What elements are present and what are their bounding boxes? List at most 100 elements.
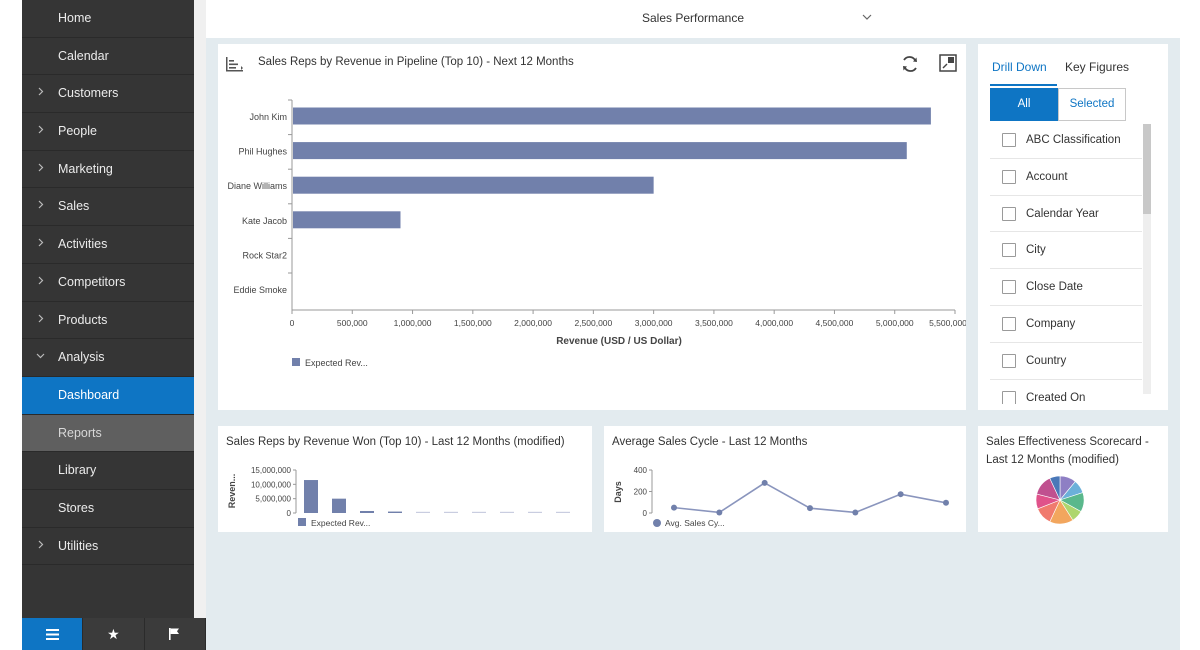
sidebar-item-analysis[interactable]: Analysis [22, 339, 194, 377]
sidebar-item-label: Sales [58, 199, 90, 214]
checkbox[interactable] [1002, 353, 1016, 368]
bar[interactable] [293, 211, 401, 229]
sidebar-nav: Home Calendar Customers People Marketing Sale… [22, 0, 194, 618]
chevron-right-icon [36, 151, 45, 188]
filter-row[interactable]: Company [990, 306, 1142, 343]
x-tick-label: 3,000,000 [635, 318, 673, 328]
tab-drill-down[interactable]: Drill Down [992, 60, 1047, 74]
checkbox[interactable] [1002, 390, 1016, 404]
data-point[interactable] [716, 509, 723, 516]
filter-label: Close Date [1026, 281, 1083, 294]
scorecard-title-line1: Sales Effectiveness Scorecard - [986, 436, 1149, 448]
bar[interactable] [360, 510, 374, 513]
checkbox[interactable] [1002, 206, 1016, 221]
bar[interactable] [304, 480, 318, 513]
bar[interactable] [416, 511, 430, 513]
bar[interactable] [444, 511, 458, 513]
sidebar-item-activities[interactable]: Activities [22, 226, 194, 264]
sidebar-item-label: Competitors [58, 274, 126, 289]
y-tick-label: Rock Star2 [242, 250, 287, 260]
filter-scrollbar-thumb[interactable] [1143, 124, 1151, 214]
checkbox[interactable] [1002, 280, 1016, 295]
filter-row[interactable]: Created On [990, 380, 1142, 404]
sidebar-item-label: People [58, 124, 97, 139]
checkbox[interactable] [1002, 133, 1016, 147]
sidebar-item-competitors[interactable]: Competitors [22, 264, 194, 302]
filter-label: Created On [1026, 391, 1086, 404]
bar[interactable] [556, 511, 570, 513]
y-axis-title: Days [613, 481, 623, 503]
sidebar-item-home[interactable]: Home [22, 0, 194, 38]
x-tick-label: 4,000,000 [755, 318, 793, 328]
checkbox[interactable] [1002, 169, 1016, 184]
sidebar-item-label: Customers [58, 86, 119, 101]
bar[interactable] [472, 511, 486, 513]
filter-row[interactable]: Country [990, 343, 1142, 380]
sidebar-scrollbar[interactable] [194, 0, 206, 618]
filter-row[interactable]: City [990, 232, 1142, 270]
filter-scrollbar[interactable] [1143, 124, 1151, 394]
sidebar-item-library[interactable]: Library [22, 452, 194, 490]
filter-row[interactable]: Close Date [990, 269, 1142, 306]
sidebar-item-calendar[interactable]: Calendar [22, 38, 194, 76]
sidebar-item-label: Library [58, 463, 97, 478]
sidebar-item-customers[interactable]: Customers [22, 75, 194, 114]
checkbox[interactable] [1002, 243, 1016, 258]
filter-selected-button[interactable]: Selected [1058, 88, 1126, 121]
menu-icon[interactable] [22, 618, 84, 650]
pipeline-chart-title: Sales Reps by Revenue in Pipeline (Top 1… [258, 56, 574, 68]
sidebar-item-stores[interactable]: Stores [22, 490, 194, 528]
chevron-down-icon[interactable] [862, 12, 872, 22]
sidebar-item-label: Marketing [58, 161, 113, 176]
maximize-icon[interactable] [939, 54, 957, 72]
chevron-right-icon [36, 302, 45, 339]
y-tick-label: Eddie Smoke [233, 285, 287, 295]
data-point[interactable] [761, 479, 768, 486]
bar[interactable] [293, 142, 907, 160]
refresh-icon[interactable] [900, 54, 920, 74]
filter-row[interactable]: Calendar Year [990, 196, 1142, 233]
legend-swatch [292, 358, 300, 366]
dashboard-selector[interactable]: Sales Performance [641, 11, 745, 25]
y-tick-label: 200 [634, 488, 648, 497]
y-tick-label: John Kim [249, 112, 287, 122]
bar[interactable] [528, 511, 542, 513]
bar[interactable] [293, 176, 654, 194]
bar[interactable] [293, 107, 931, 125]
data-point[interactable] [852, 509, 859, 516]
sidebar-item-utilities[interactable]: Utilities [22, 528, 194, 566]
sidebar-item-marketing[interactable]: Marketing [22, 151, 194, 189]
checkbox[interactable] [1002, 316, 1016, 331]
data-point[interactable] [897, 491, 904, 498]
drilldown-panel: Drill Down Key Figures All Selected ABC … [978, 44, 1168, 410]
bar[interactable] [500, 511, 514, 513]
data-point[interactable] [671, 504, 677, 511]
bar[interactable] [332, 498, 346, 513]
filter-label: Account [1026, 170, 1068, 183]
filter-row[interactable]: ABC Classification [990, 122, 1142, 159]
x-tick-label: 2,500,000 [574, 318, 612, 328]
y-tick-label: 0 [643, 509, 648, 518]
revenue-won-title: Sales Reps by Revenue Won (Top 10) - Las… [226, 436, 565, 448]
data-point[interactable] [807, 505, 813, 512]
sidebar-item-reports[interactable]: Reports [22, 414, 194, 453]
scorecard-pie-chart [1035, 475, 1085, 525]
pie-slice[interactable] [1049, 475, 1061, 501]
pipeline-chart-card: Sales Reps by Revenue in Pipeline (Top 1… [218, 44, 966, 410]
star-icon[interactable]: ★ [83, 618, 145, 650]
sidebar-item-products[interactable]: Products [22, 302, 194, 340]
data-point[interactable] [943, 499, 949, 506]
filter-row[interactable]: Account [990, 159, 1142, 196]
bar[interactable] [388, 511, 402, 513]
x-tick-label: 3,500,000 [695, 318, 733, 328]
flag-icon[interactable] [144, 618, 206, 650]
sales-cycle-chart: 400 200 0 Days Avg. Sales Cy... [613, 466, 949, 528]
chart-type-icon[interactable] [226, 56, 244, 72]
sidebar-item-label: Products [58, 312, 108, 327]
sidebar-item-sales[interactable]: Sales [22, 188, 194, 227]
tab-underline [990, 84, 1057, 86]
sidebar-item-people[interactable]: People [22, 113, 194, 151]
filter-all-button[interactable]: All [990, 88, 1058, 121]
sidebar-item-dashboard[interactable]: Dashboard [22, 376, 194, 415]
tab-key-figures[interactable]: Key Figures [1065, 60, 1130, 74]
